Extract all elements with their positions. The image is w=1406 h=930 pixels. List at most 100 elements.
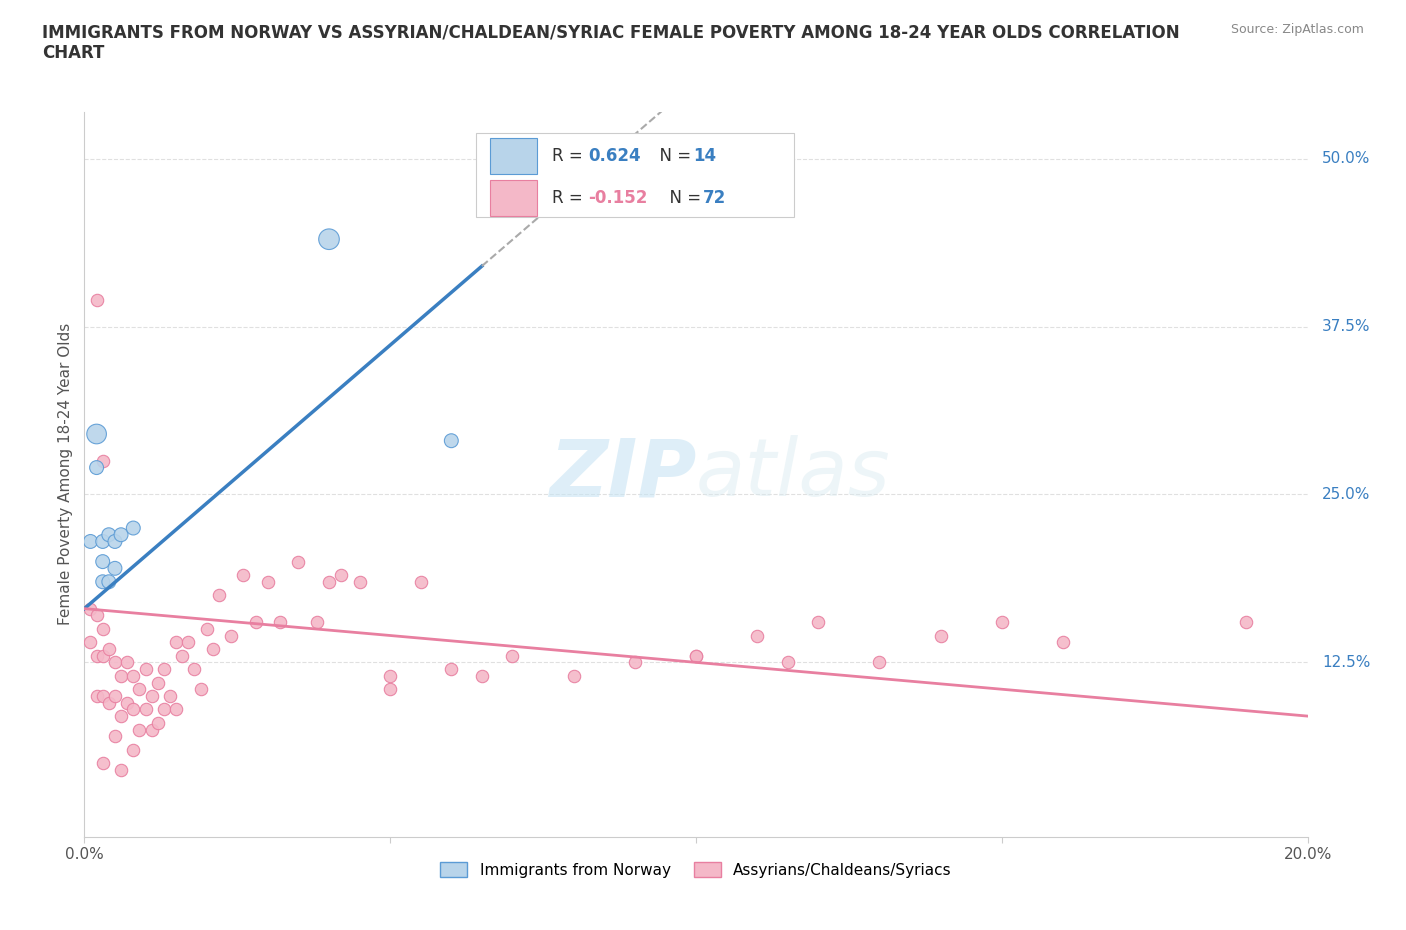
Point	[257, 575, 280, 590]
Text: R =: R =	[551, 147, 588, 166]
Point	[409, 575, 432, 590]
Text: Source: ZipAtlas.com: Source: ZipAtlas.com	[1230, 23, 1364, 36]
Text: 14: 14	[693, 147, 717, 166]
Point	[153, 702, 176, 717]
Point	[86, 427, 108, 442]
Point	[165, 702, 187, 717]
Text: 50.0%: 50.0%	[1322, 151, 1371, 166]
FancyBboxPatch shape	[475, 133, 794, 217]
Point	[245, 615, 267, 630]
Point	[747, 628, 769, 643]
Point	[440, 661, 463, 676]
Point	[128, 722, 150, 737]
Y-axis label: Female Poverty Among 18-24 Year Olds: Female Poverty Among 18-24 Year Olds	[58, 324, 73, 626]
Text: 12.5%: 12.5%	[1322, 655, 1371, 670]
Point	[97, 527, 120, 542]
Point	[97, 696, 120, 711]
Point	[380, 669, 402, 684]
Point	[807, 615, 830, 630]
Point	[104, 729, 127, 744]
Point	[502, 648, 524, 663]
Text: 25.0%: 25.0%	[1322, 487, 1371, 502]
Point	[624, 655, 647, 670]
Point	[330, 567, 353, 582]
Point	[929, 628, 952, 643]
Point	[1236, 615, 1258, 630]
Point	[110, 763, 132, 777]
Point	[79, 635, 101, 650]
Point	[110, 709, 132, 724]
Point	[318, 232, 340, 246]
Text: R =: R =	[551, 189, 588, 207]
Point	[287, 554, 309, 569]
Point	[86, 608, 108, 623]
Bar	[491, 139, 537, 175]
Text: 0.624: 0.624	[588, 147, 641, 166]
Point	[349, 575, 371, 590]
Point	[1052, 635, 1074, 650]
Point	[440, 433, 463, 448]
Point	[776, 655, 799, 670]
Point	[172, 648, 194, 663]
Point	[122, 521, 145, 536]
Point	[219, 628, 242, 643]
Text: -0.152: -0.152	[588, 189, 648, 207]
Point	[110, 527, 132, 542]
Point	[91, 621, 114, 636]
Point	[165, 635, 187, 650]
Text: 37.5%: 37.5%	[1322, 319, 1371, 334]
Point	[97, 575, 120, 590]
Point	[79, 601, 101, 616]
Point	[122, 702, 145, 717]
Point	[91, 554, 114, 569]
Point	[79, 534, 101, 549]
Point	[269, 615, 291, 630]
Point	[318, 575, 340, 590]
Text: atlas: atlas	[696, 435, 891, 513]
Point	[869, 655, 891, 670]
Text: N =: N =	[659, 189, 707, 207]
Point	[135, 702, 157, 717]
Text: 72: 72	[703, 189, 727, 207]
Point	[141, 722, 163, 737]
Point	[153, 661, 176, 676]
Point	[201, 642, 224, 657]
Point	[91, 648, 114, 663]
Point	[128, 682, 150, 697]
Point	[159, 688, 181, 703]
Point	[122, 742, 145, 757]
Text: IMMIGRANTS FROM NORWAY VS ASSYRIAN/CHALDEAN/SYRIAC FEMALE POVERTY AMONG 18-24 YE: IMMIGRANTS FROM NORWAY VS ASSYRIAN/CHALD…	[42, 23, 1180, 62]
Point	[91, 575, 114, 590]
Bar	[491, 179, 537, 216]
Point	[104, 655, 127, 670]
Point	[208, 588, 231, 603]
Point	[115, 696, 138, 711]
Point	[177, 635, 200, 650]
Point	[146, 715, 169, 730]
Point	[122, 669, 145, 684]
Legend: Immigrants from Norway, Assyrians/Chaldeans/Syriacs: Immigrants from Norway, Assyrians/Chalde…	[434, 856, 957, 884]
Point	[91, 756, 114, 771]
Point	[86, 648, 108, 663]
Point	[685, 648, 707, 663]
Point	[91, 454, 114, 469]
Point	[135, 661, 157, 676]
Point	[86, 460, 108, 475]
Point	[232, 567, 254, 582]
Point	[685, 648, 707, 663]
Point	[141, 688, 163, 703]
Text: ZIP: ZIP	[548, 435, 696, 513]
Point	[104, 688, 127, 703]
Point	[991, 615, 1014, 630]
Point	[471, 669, 494, 684]
Point	[115, 655, 138, 670]
Point	[86, 688, 108, 703]
Point	[97, 642, 120, 657]
Point	[380, 682, 402, 697]
Point	[183, 661, 205, 676]
Point	[104, 561, 127, 576]
Point	[110, 669, 132, 684]
Point	[190, 682, 212, 697]
Text: N =: N =	[650, 147, 697, 166]
Point	[91, 688, 114, 703]
